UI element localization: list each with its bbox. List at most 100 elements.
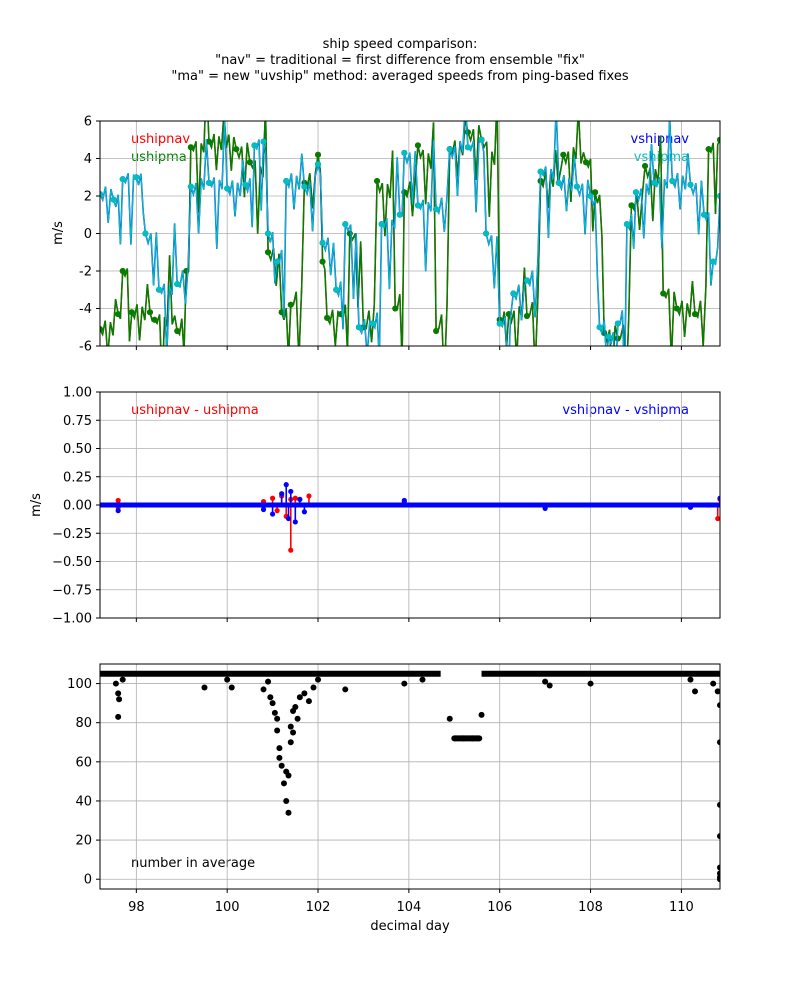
count-point [542,678,549,685]
x-tick-label: 106 [487,900,512,915]
count-point [228,684,235,691]
vshipma-point [251,142,258,149]
ushipma-point [319,258,326,265]
vshipma-point [333,286,340,293]
annotation-v-difference: vshipnav - vshipma [562,403,689,418]
ushipma-point [660,290,667,297]
y-tick-label: 60 [75,755,92,770]
ushipma-point [523,313,530,319]
ushipma-point [583,159,590,166]
ushipma-point [115,311,122,318]
count-point [278,762,285,769]
count-point [285,809,292,816]
y-tick-label: −1.00 [52,612,92,627]
v-difference-point [260,506,267,513]
ushipma-point [265,249,272,256]
count-point [305,698,312,705]
count-point [446,715,453,722]
count-point [401,680,408,687]
count-point [714,688,720,695]
count-point [292,704,299,711]
count-point [315,676,322,683]
v-difference-point [401,497,407,504]
count-point [692,688,699,695]
vshipma-point [133,174,140,181]
count-point [710,680,717,687]
vshipma-point [301,183,308,190]
vshipma-point [378,221,385,228]
vshipma-point [573,183,580,190]
u-difference-point [306,493,312,499]
figure-title: ship speed comparison: "nav" = tradition… [171,37,628,84]
vshipma-point [342,221,349,228]
ushipma-point [287,301,294,308]
u-difference-series [100,493,720,553]
vshipma-point [483,230,490,237]
ushipma-point [187,144,194,151]
vshipma-point [478,136,485,143]
x-tick-label: 100 [215,900,240,915]
v-difference-point [288,488,294,495]
count-point [310,684,317,691]
vshipma-series [100,121,720,346]
ushipma-point [151,316,158,323]
vshipma-point [701,211,708,218]
count-point [274,727,281,734]
x-tick-label: 98 [128,900,145,915]
v-difference-point [285,515,292,522]
axes-frame [99,120,721,347]
vshipma-point [605,333,612,340]
vshipma-point [265,230,272,237]
ushipma-point [692,311,699,318]
v-difference-point [100,502,103,508]
v-difference-point [297,496,303,502]
u-difference-point [274,508,280,514]
speed-panel: ushipnav ushipma vshipnav vshipma m/s -6… [51,115,720,355]
count-point [296,694,303,701]
count-xlabel: decimal day [370,919,450,934]
vshipma-point [687,181,694,188]
vshipma-point [224,185,231,192]
y-tick-label: 2 [84,190,92,205]
annotation-ushipnav: ushipnav [131,132,190,147]
count-point [276,745,283,752]
vshipma-point [142,230,149,237]
u-difference-point [270,495,276,501]
v-difference-point [270,511,276,517]
v-difference-point [687,504,694,510]
vshipma-point [433,206,440,213]
ushipma-point [324,314,331,321]
count-point [224,676,231,683]
count-point [301,690,308,697]
y-tick-label: 100 [67,677,92,692]
ushipnav-series [100,121,720,346]
u-difference-point [115,497,121,504]
y-tick-label: 4 [84,152,92,167]
v-difference-point [542,505,548,511]
annotation-number-in-average: number in average [131,856,255,871]
x-tick-label: 108 [578,900,603,915]
vshipma-point [187,183,194,190]
y-tick-label: −0.25 [52,527,92,542]
ushipma-point [717,136,720,143]
y-tick-label: -2 [79,265,92,280]
count-point [478,711,485,718]
ushipma-point [100,326,103,333]
vshipma-point [315,161,322,168]
vshipma-point [464,144,471,151]
ushipma-point [206,138,213,145]
ushipma-point [628,202,635,209]
count-point [717,833,720,840]
u-difference-point [715,515,720,522]
count-point [267,694,274,701]
vshipma-point [319,239,326,246]
ushipma-point [673,305,680,312]
ushipma-point [592,189,599,196]
vshipma-point [717,193,720,199]
annotation-ushipma: ushipma [131,150,187,165]
ushipma-point [174,328,181,334]
count-point [451,735,458,742]
vshipma-point [156,286,163,293]
count-point [287,723,294,730]
vshipma-line [100,121,720,346]
